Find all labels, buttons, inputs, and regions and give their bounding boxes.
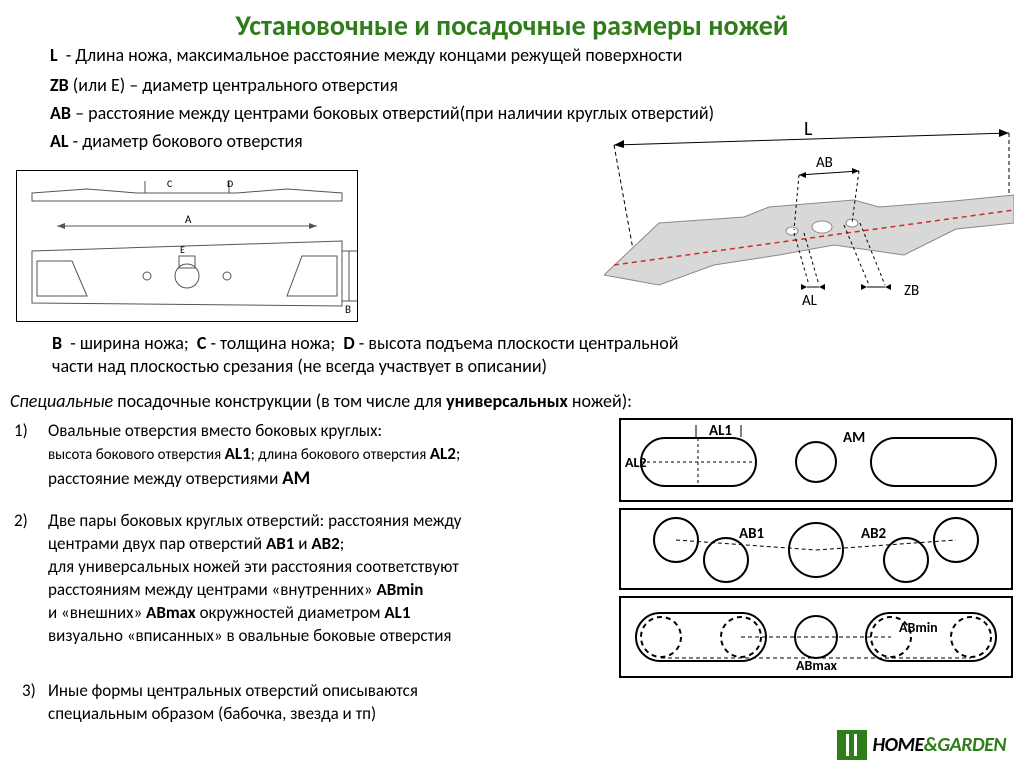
label-E: E — [180, 243, 185, 256]
label-AL-r: AL — [802, 292, 818, 310]
svg-text:AB1: AB1 — [739, 525, 764, 543]
sym-AB: AB — [50, 102, 71, 124]
label-D: D — [227, 177, 233, 190]
figure-blade-orthographic: C D A E B — [16, 170, 358, 322]
svg-text:AM: AM — [843, 429, 865, 447]
label-AB-r: AB — [816, 154, 833, 172]
list-item-1: 1) Овальные отверстия вместо боковых кру… — [48, 420, 608, 492]
label-A: A — [185, 213, 192, 226]
label-ZB-r: ZB — [904, 282, 919, 300]
def-L: L - Длина ножа, максимальное расстояние … — [50, 44, 682, 67]
list-item-2: 2) Две пары боковых круглых отверстий: р… — [48, 510, 608, 648]
txt-L: - Длина ножа, максимальное расстояние ме… — [66, 44, 683, 66]
section-heading: Специальные посадочные конструкции (в то… — [10, 390, 632, 412]
def-BCD: B - ширина ножа; C - толщина ножа; D - в… — [52, 332, 952, 379]
logo-text: HOME&GARDEN — [873, 733, 1006, 757]
page-root: Установочные и посадочные размеры ножей … — [0, 0, 1024, 772]
logo-icon — [837, 730, 867, 760]
txt-ZB: (или E) – диаметр центрального отверстия — [73, 74, 398, 96]
svg-text:ABmin: ABmin — [899, 619, 938, 636]
diagram-two-pairs: AB1 AB2 — [619, 508, 1013, 590]
figure-blade-perspective: L AB AL ZB — [604, 115, 1014, 315]
svg-text:AL1: AL1 — [709, 422, 732, 440]
label-C: C — [167, 177, 173, 190]
def-ZB: ZB (или E) – диаметр центрального отверс… — [50, 74, 398, 97]
brand-logo: HOME&GARDEN — [837, 730, 1006, 760]
txt-AL: - диаметр бокового отверстия — [73, 130, 303, 152]
label-L: L — [804, 117, 813, 141]
svg-text:AL2: AL2 — [625, 454, 647, 471]
diagram-inscribed: ABmin ABmax — [619, 596, 1013, 678]
svg-text:ABmax: ABmax — [796, 657, 838, 674]
list-item-3: 3) Иные формы центральных отверстий опис… — [48, 680, 608, 726]
page-title: Установочные и посадочные размеры ножей — [0, 8, 1024, 43]
sym-ZB: ZB — [50, 74, 69, 96]
sym-L: L — [50, 44, 58, 66]
label-B: B — [345, 303, 351, 316]
def-AL: AL - диаметр бокового отверстия — [50, 130, 303, 153]
sym-AL: AL — [50, 130, 69, 152]
diagram-oval-holes: AL1 AL2 AM — [619, 418, 1013, 502]
svg-text:AB2: AB2 — [861, 525, 886, 543]
